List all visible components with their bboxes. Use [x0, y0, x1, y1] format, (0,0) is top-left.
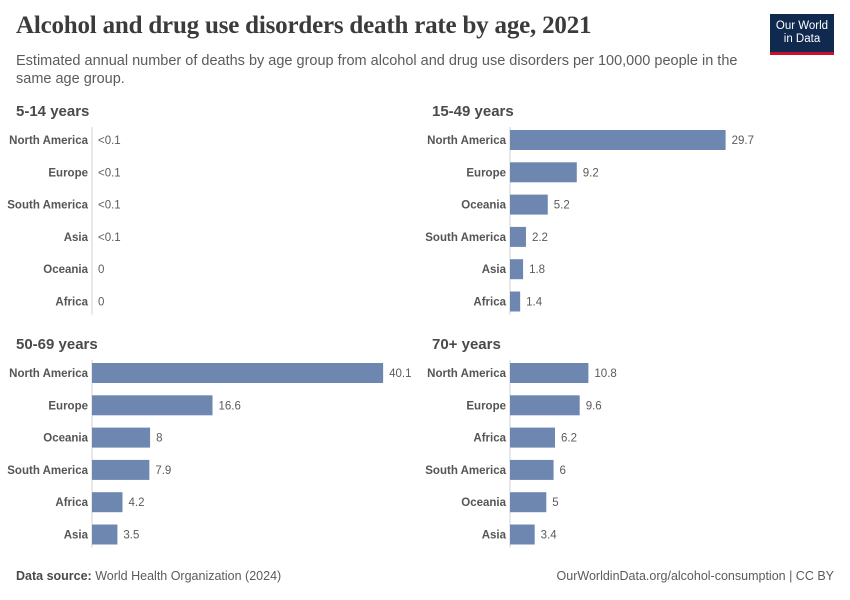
source-label: Data source: [16, 569, 92, 583]
category-label: Africa [473, 433, 506, 445]
value-label: 10.8 [594, 368, 616, 380]
category-label: South America [7, 465, 88, 477]
bar [510, 459, 554, 480]
category-label: Asia [482, 530, 507, 542]
category-label: Asia [64, 232, 89, 244]
value-label: 1.8 [529, 264, 545, 276]
source-value[interactable]: World Health Organization (2024) [95, 569, 282, 583]
bar [510, 162, 577, 183]
bar [92, 363, 384, 383]
value-label: 1.4 [526, 297, 543, 309]
value-label: 3.4 [541, 530, 558, 542]
bar [510, 492, 547, 513]
bar [92, 524, 118, 545]
category-label: Europe [466, 400, 506, 412]
value-label: <0.1 [98, 200, 121, 212]
value-label: 2.2 [532, 232, 548, 244]
bar [92, 459, 150, 480]
category-label: Oceania [43, 264, 88, 276]
value-label: <0.1 [98, 167, 121, 179]
value-label: 5.2 [554, 200, 570, 212]
bar [510, 226, 526, 247]
category-label: Africa [473, 297, 506, 309]
panel-title: 50-69 years [16, 336, 98, 353]
category-label: South America [7, 200, 88, 212]
value-label: 6 [560, 465, 566, 477]
bar [510, 259, 524, 280]
bar [510, 130, 726, 150]
category-label: Europe [48, 400, 88, 412]
bar [510, 524, 535, 545]
chart-subtitle: Estimated annual number of deaths by age… [16, 53, 738, 87]
value-label: 4.2 [128, 497, 144, 509]
bar [510, 363, 589, 383]
value-label: 29.7 [732, 135, 754, 147]
bar [510, 427, 556, 448]
chart-title: Alcohol and drug use disorders death rat… [16, 12, 592, 39]
category-label: Oceania [461, 200, 506, 212]
value-label: 7.9 [155, 465, 171, 477]
category-label: North America [9, 368, 88, 380]
bar [510, 194, 548, 215]
panel-title: 70+ years [432, 336, 501, 353]
bar [92, 427, 151, 448]
category-label: South America [425, 232, 506, 244]
category-label: North America [9, 135, 88, 147]
bar [510, 395, 580, 416]
value-label: 3.5 [123, 530, 139, 542]
category-label: Africa [55, 497, 88, 509]
category-label: Oceania [43, 433, 88, 445]
owid-logo[interactable]: Our World in Data [770, 14, 834, 55]
category-label: Europe [48, 167, 88, 179]
category-label: North America [427, 135, 506, 147]
category-label: South America [425, 465, 506, 477]
value-label: 0 [98, 297, 104, 309]
data-source: Data source: World Health Organization (… [16, 569, 281, 583]
category-label: Asia [64, 530, 89, 542]
category-label: North America [427, 368, 506, 380]
value-label: 40.1 [389, 368, 411, 380]
panel-title: 5-14 years [16, 103, 89, 120]
bar [92, 395, 213, 416]
value-label: <0.1 [98, 135, 121, 147]
value-label: 8 [156, 433, 162, 445]
value-label: 9.6 [586, 400, 602, 412]
category-label: Europe [466, 167, 506, 179]
value-label: 0 [98, 264, 104, 276]
bar [510, 291, 521, 312]
value-label: 16.6 [219, 400, 241, 412]
category-label: Oceania [461, 497, 506, 509]
bar [92, 492, 123, 513]
category-label: Africa [55, 297, 88, 309]
panel-title: 15-49 years [432, 103, 514, 120]
value-label: 5 [552, 497, 558, 509]
value-label: 6.2 [561, 433, 577, 445]
value-label: 9.2 [583, 167, 599, 179]
category-label: Asia [482, 264, 507, 276]
footer-url[interactable]: OurWorldinData.org/alcohol-consumption |… [556, 569, 834, 583]
value-label: <0.1 [98, 232, 121, 244]
